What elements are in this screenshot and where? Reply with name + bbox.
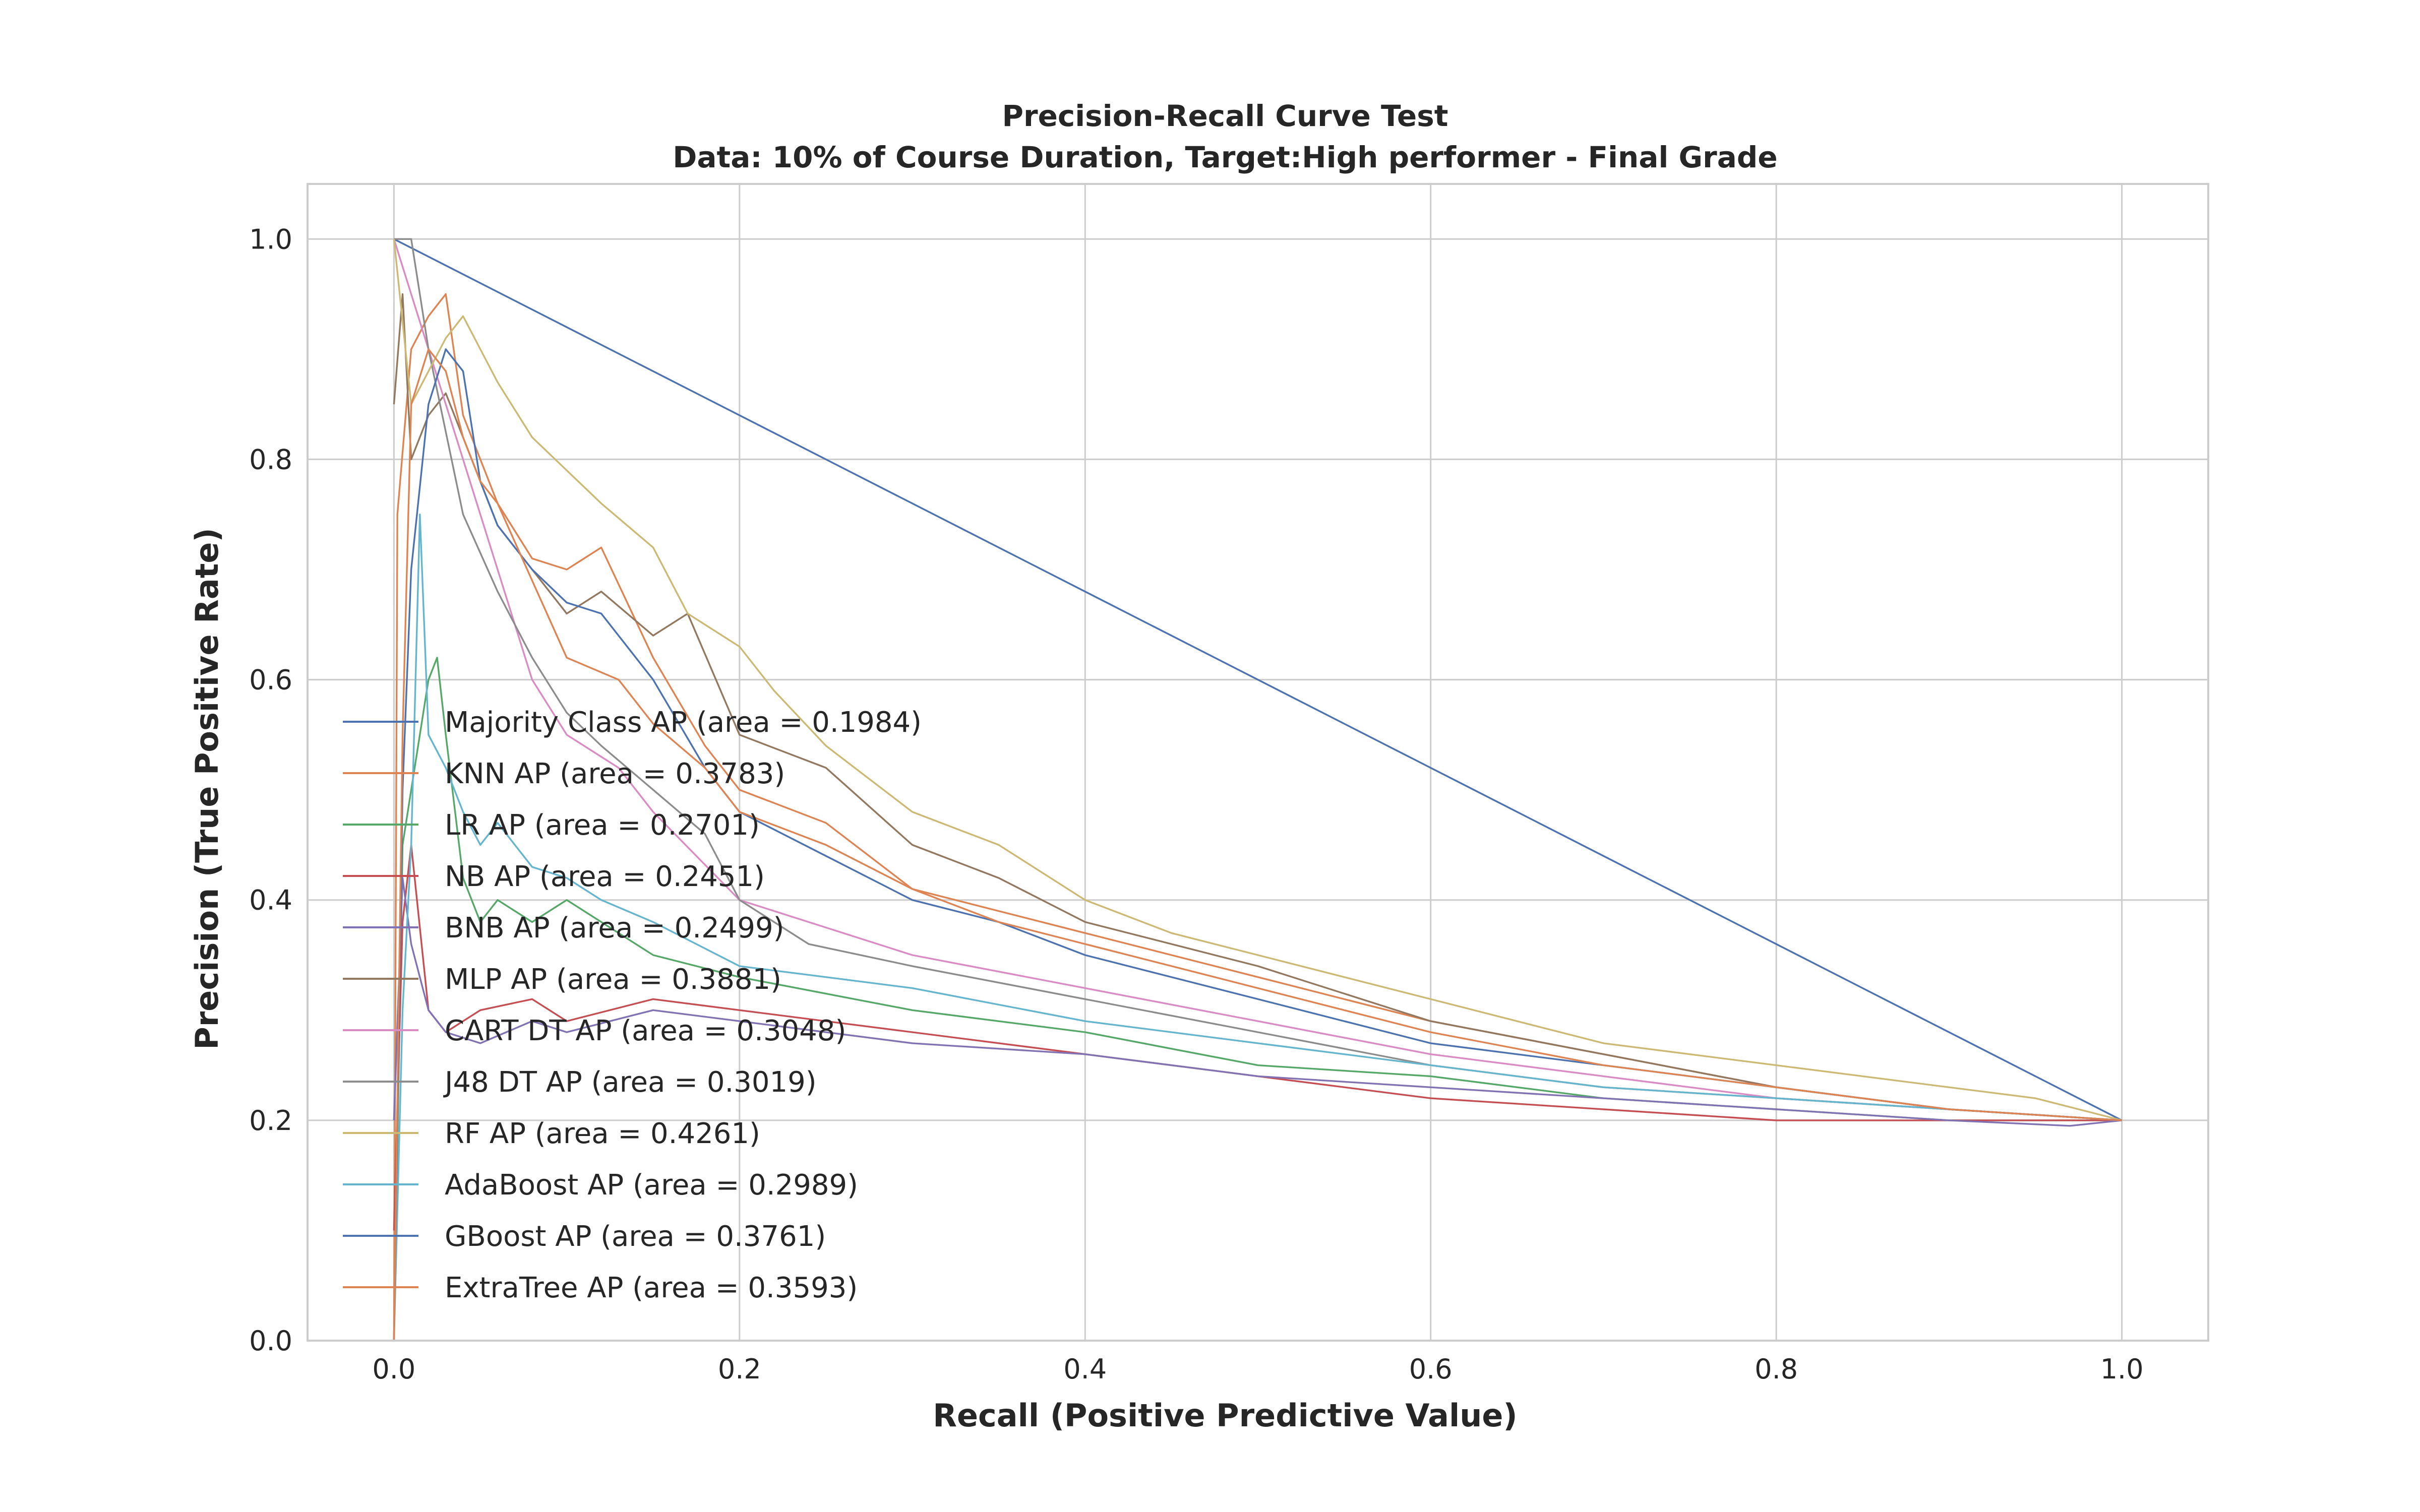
series-line-8 (393, 239, 2123, 1121)
legend-entry: BNB AP (area = 0.2499) (445, 912, 784, 944)
legend-entry: RF AP (area = 0.4261) (445, 1117, 760, 1150)
y-tick-label: 0.4 (249, 885, 292, 916)
x-tick-label: 0.0 (372, 1353, 415, 1385)
y-tick-label: 0.0 (249, 1325, 292, 1357)
series-line-3 (393, 844, 2122, 1231)
legend-entry: J48 DT AP (area = 0.3019) (443, 1066, 817, 1099)
x-tick-label: 0.2 (718, 1353, 761, 1385)
legend: Majority Class AP (area = 0.1984) KNN AP … (343, 706, 922, 1304)
series-line-2 (393, 657, 2122, 1341)
y-axis-label: Precision (True Positive Rate) (189, 528, 225, 1049)
tick-labels: 0.0 0.2 0.4 0.6 0.8 1.0 0.0 0.2 0.4 0.6 0.8 1.0 (249, 223, 2143, 1385)
legend-entry: ExtraTree AP (area = 0.3593) (445, 1272, 858, 1304)
chart-title: Precision-Recall Curve Test (1002, 99, 1448, 133)
x-tick-label: 0.4 (1063, 1353, 1107, 1385)
series-line-11 (393, 348, 2122, 1341)
y-tick-label: 0.2 (249, 1105, 292, 1137)
legend-entry: NB AP (area = 0.2451) (445, 860, 765, 893)
x-axis-label: Recall (Positive Predictive Value) (933, 1397, 1518, 1434)
legend-entry: LR AP (area = 0.2701) (445, 809, 760, 842)
x-tick-label: 0.8 (1754, 1353, 1798, 1385)
legend-entry: GBoost AP (area = 0.3761) (445, 1220, 826, 1253)
legend-entry: AdaBoost AP (area = 0.2989) (445, 1169, 858, 1202)
series-line-9 (393, 514, 2122, 1341)
y-tick-label: 0.6 (249, 664, 292, 696)
legend-entry: CART DT AP (area = 0.3048) (445, 1015, 846, 1047)
series-line-10 (393, 348, 2122, 1341)
legend-entry: MLP AP (area = 0.3881) (445, 963, 781, 996)
series-line-4 (393, 877, 2122, 1127)
x-tick-label: 0.6 (1409, 1353, 1453, 1385)
plot-frame (307, 183, 2209, 1342)
legend-entry: Majority Class AP (area = 0.1984) (445, 706, 922, 739)
y-tick-label: 0.8 (249, 444, 292, 475)
legend-entry: KNN AP (area = 0.3783) (445, 758, 785, 790)
series-lines (393, 238, 2123, 1341)
y-tick-label: 1.0 (249, 223, 292, 255)
series-line-0 (393, 238, 2123, 1121)
x-tick-label: 1.0 (2100, 1353, 2144, 1385)
chart-subtitle: Data: 10% of Course Duration, Target:Hig… (673, 140, 1778, 174)
